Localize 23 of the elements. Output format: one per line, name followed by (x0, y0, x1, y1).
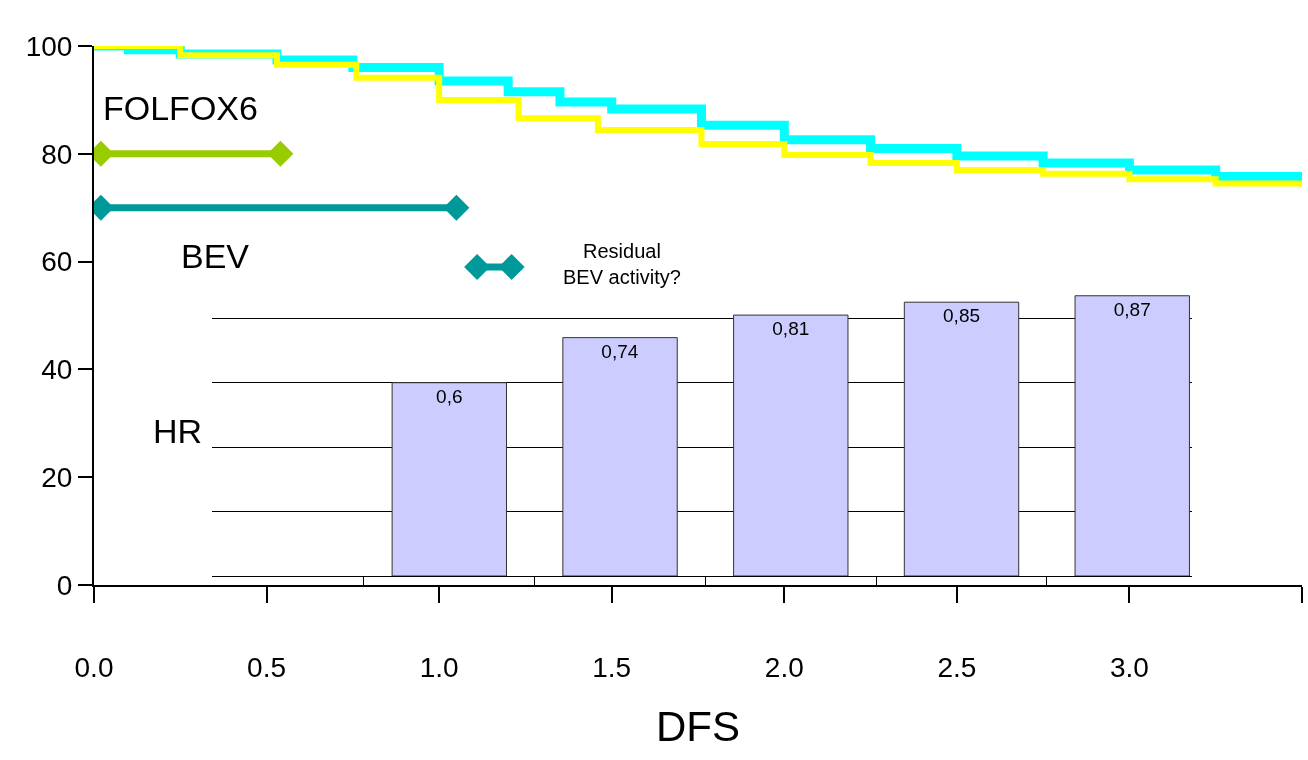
y-axis-title: HR (153, 412, 203, 450)
x-tick-label: 1.5 (592, 651, 632, 683)
data-label: 0,87 (1113, 298, 1151, 320)
data-label: 0,6 (436, 385, 463, 407)
data-label: 0,74 (601, 340, 639, 362)
y-tick-label: 0 (56, 569, 73, 601)
y-tick-label: 40 (41, 354, 73, 386)
x-tick-label: 0.0 (74, 651, 114, 683)
x-axis-title: DFS (656, 703, 740, 750)
data-label: 0,81 (772, 318, 810, 340)
x-tick-label: 1.0 (419, 651, 459, 683)
y-tick-label: 20 (41, 462, 73, 493)
y-tick-label: 60 (41, 246, 73, 278)
series-label: FOLFOX6 (103, 89, 258, 127)
x-tick-label: 2.0 (764, 651, 804, 683)
y-tick-label: 100 (25, 30, 73, 62)
series-label: BEV (181, 237, 250, 275)
data-label: 0,85 (943, 305, 981, 327)
x-tick-label: 3.0 (1109, 651, 1149, 683)
y-tick-label: 80 (41, 138, 73, 170)
series-label: Residual BEV activity? (563, 240, 681, 288)
x-tick-label: 0.5 (247, 651, 287, 683)
x-tick-label: 2.5 (937, 651, 977, 683)
